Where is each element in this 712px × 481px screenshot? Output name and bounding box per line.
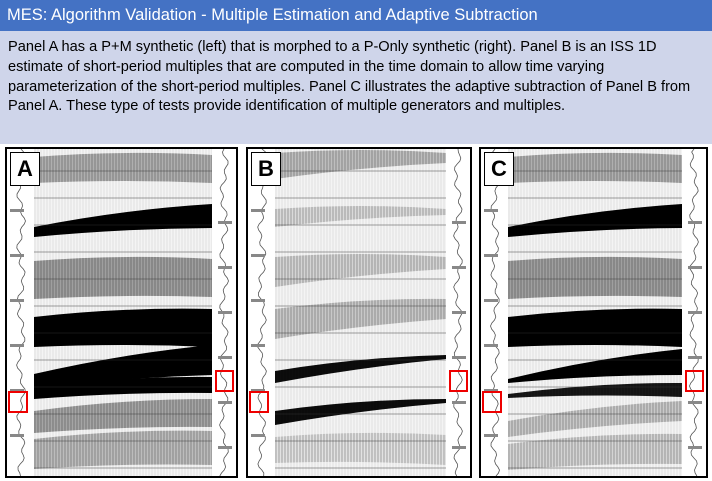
panel-label: C	[484, 152, 514, 186]
reflector-texture	[508, 308, 682, 347]
highlight-box	[249, 391, 269, 413]
log-annotation	[452, 356, 466, 359]
reflector-texture	[34, 256, 212, 299]
log-annotation	[484, 434, 498, 437]
description: Panel A has a P+M synthetic (left) that …	[0, 31, 712, 144]
log-annotation	[218, 266, 232, 269]
log-annotation	[452, 221, 466, 224]
reflector-texture	[34, 152, 212, 183]
log-annotation	[452, 401, 466, 404]
log-annotation	[484, 389, 498, 392]
log-annotation	[218, 221, 232, 224]
log-annotation	[688, 356, 702, 359]
log-annotation	[10, 209, 24, 212]
log-annotation	[10, 299, 24, 302]
log-annotation	[10, 434, 24, 437]
log-annotation	[484, 299, 498, 302]
reflector-texture	[275, 150, 446, 179]
log-annotation	[251, 299, 265, 302]
panel: A	[5, 147, 238, 478]
log-curve	[257, 149, 267, 476]
log-annotation	[251, 389, 265, 392]
log-annotation	[251, 434, 265, 437]
log-annotation	[452, 446, 466, 449]
reflector-texture	[275, 355, 446, 383]
reflector-texture	[508, 204, 682, 237]
log-annotation	[218, 446, 232, 449]
log-annotation	[251, 209, 265, 212]
log-annotation	[484, 209, 498, 212]
reflector-texture	[275, 298, 446, 339]
reflector-texture	[275, 399, 446, 425]
log-annotation	[452, 266, 466, 269]
log-annotation	[251, 254, 265, 257]
panel: C	[479, 147, 708, 478]
seismic-image	[8, 149, 234, 476]
reflector-texture	[508, 256, 682, 299]
log-curve	[490, 149, 500, 476]
log-annotation	[452, 311, 466, 314]
log-annotation	[688, 266, 702, 269]
log-annotation	[10, 254, 24, 257]
reflector-texture	[508, 401, 682, 437]
panel-label: A	[10, 152, 40, 186]
log-annotation	[688, 311, 702, 314]
reflector-texture	[34, 308, 212, 347]
highlight-box	[482, 391, 502, 413]
seismic-image	[482, 149, 704, 476]
highlight-box	[449, 370, 468, 392]
reflector-texture	[275, 206, 446, 227]
reflector-texture	[34, 430, 212, 469]
log-annotation	[218, 401, 232, 404]
reflector-texture	[34, 204, 212, 237]
log-curve	[16, 149, 26, 476]
reflector-texture	[34, 376, 212, 399]
log-annotation	[688, 221, 702, 224]
log-annotation	[688, 401, 702, 404]
highlight-box	[8, 391, 28, 413]
log-annotation	[218, 356, 232, 359]
log-annotation	[10, 344, 24, 347]
reflector-texture	[34, 399, 212, 433]
log-annotation	[251, 344, 265, 347]
log-annotation	[10, 389, 24, 392]
panel-label: B	[251, 152, 281, 186]
slide-title: MES: Algorithm Validation - Multiple Est…	[0, 0, 712, 31]
highlight-box	[215, 370, 234, 392]
panel: B	[246, 147, 472, 478]
log-annotation	[688, 446, 702, 449]
highlight-box	[685, 370, 704, 392]
log-annotation	[218, 311, 232, 314]
log-annotation	[484, 344, 498, 347]
reflector-texture	[508, 152, 682, 183]
log-annotation	[484, 254, 498, 257]
reflector-texture	[34, 345, 212, 388]
reflector-texture	[275, 432, 446, 465]
reflector-texture	[508, 433, 682, 470]
reflector-texture	[508, 349, 682, 383]
seismic-image	[249, 149, 468, 476]
